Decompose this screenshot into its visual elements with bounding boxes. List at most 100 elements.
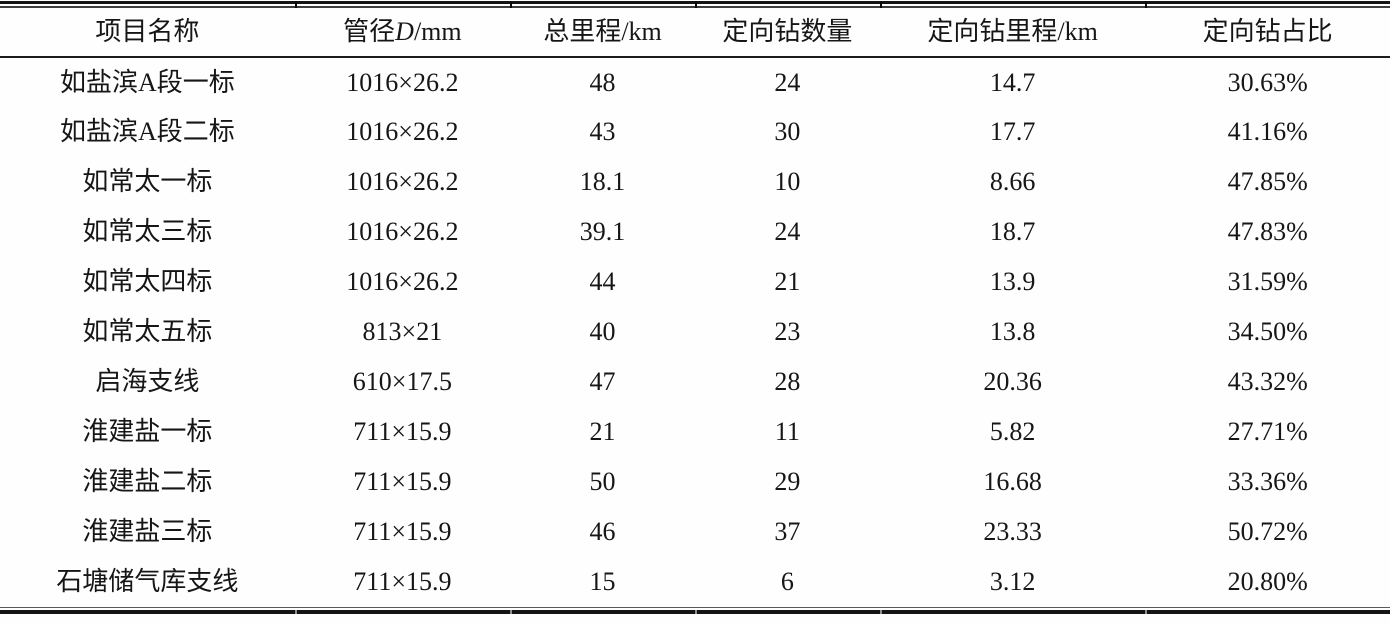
cell-hdd-count: 11 — [774, 417, 800, 446]
table-row: 如常太一标 1016×26.2 18.1 10 8.66 47.85% — [0, 157, 1390, 207]
cell-project-name: 如盐滨A段一标 — [59, 67, 235, 97]
cell-project-name: 如盐滨A段二标 — [59, 117, 235, 146]
col-header-project-name: 项目名称 — [0, 8, 295, 58]
column-boundary-tick — [510, 610, 513, 614]
cell-diameter: 711×15.9 — [353, 517, 452, 546]
cell-hdd-mileage: 17.7 — [989, 117, 1036, 146]
header-text: 管径 — [343, 17, 396, 46]
cell-hdd-count: 29 — [774, 467, 801, 496]
cell-hdd-mileage: 13.8 — [989, 317, 1036, 346]
table-row: 淮建盐二标 711×15.9 50 29 16.68 33.36% — [0, 457, 1390, 507]
table-bottom-rule — [0, 607, 1390, 614]
cell-diameter: 1016×26.2 — [346, 217, 459, 246]
cell-hdd-count: 30 — [774, 117, 801, 146]
cell-hdd-ratio: 33.36% — [1227, 467, 1308, 496]
cell-hdd-count: 24 — [774, 217, 801, 246]
cell-hdd-ratio: 34.50% — [1227, 317, 1308, 346]
column-boundary-tick — [1145, 610, 1148, 614]
header-text: 定向钻占比 — [1202, 17, 1333, 46]
cell-hdd-count: 23 — [774, 317, 801, 346]
table-row: 淮建盐一标 711×15.9 21 11 5.82 27.71% — [0, 407, 1390, 457]
cell-hdd-ratio: 41.16% — [1227, 117, 1308, 146]
cell-project-name: 如常太五标 — [82, 317, 213, 346]
cell-total-mileage: 43 — [589, 117, 616, 146]
cell-total-mileage: 44 — [589, 267, 616, 296]
table-row: 如常太五标 813×21 40 23 13.8 34.50% — [0, 307, 1390, 357]
table-row: 如盐滨A段一标 1016×26.2 48 24 14.7 30.63% — [0, 57, 1390, 107]
cell-project-name: 石塘储气库支线 — [56, 567, 239, 596]
cell-diameter: 711×15.9 — [353, 417, 452, 446]
cell-hdd-count: 24 — [774, 67, 801, 97]
cell-hdd-ratio: 47.83% — [1227, 217, 1308, 246]
cell-hdd-ratio: 50.72% — [1227, 517, 1308, 546]
header-text: 总里程/km — [543, 17, 662, 46]
header-unit-text: /mm — [413, 17, 462, 46]
col-header-hdd-ratio: 定向钻占比 — [1145, 8, 1390, 58]
table-row: 淮建盐三标 711×15.9 46 37 23.33 50.72% — [0, 507, 1390, 557]
cell-total-mileage: 18.1 — [579, 167, 626, 196]
table-row: 如盐滨A段二标 1016×26.2 43 30 17.7 41.16% — [0, 107, 1390, 157]
cell-hdd-mileage: 18.7 — [989, 217, 1036, 246]
cell-project-name: 如常太四标 — [82, 267, 213, 296]
cell-hdd-mileage: 8.66 — [989, 167, 1036, 196]
col-header-diameter: 管径D/mm — [294, 8, 511, 58]
column-boundary-tick — [695, 610, 697, 614]
col-header-hdd-mileage: 定向钻里程/km — [879, 8, 1146, 58]
header-italic-text: D — [395, 17, 414, 46]
table-header-row: 项目名称 管径D/mm 总里程/km 定向钻数量 定向钻里程/km 定向钻占比 — [0, 8, 1390, 58]
header-text: 定向钻数量 — [722, 17, 853, 46]
cell-total-mileage: 15 — [589, 567, 616, 596]
table-row: 如常太四标 1016×26.2 44 21 13.9 31.59% — [0, 257, 1390, 307]
cell-hdd-mileage: 5.82 — [989, 417, 1036, 446]
col-header-total-mileage: 总里程/km — [510, 8, 695, 58]
column-boundary-tick — [510, 1, 513, 8]
column-boundary-tick — [294, 1, 297, 8]
directional-drilling-table: 项目名称 管径D/mm 总里程/km 定向钻数量 定向钻里程/km 定向钻占比 … — [0, 8, 1390, 607]
cell-hdd-ratio: 27.71% — [1227, 417, 1308, 446]
cell-hdd-count: 10 — [774, 167, 801, 196]
cell-hdd-mileage: 16.68 — [983, 467, 1042, 496]
column-boundary-tick — [294, 610, 297, 614]
cell-total-mileage: 50 — [589, 467, 616, 496]
cell-hdd-ratio: 43.32% — [1227, 367, 1308, 396]
cell-total-mileage: 47 — [589, 367, 616, 396]
cell-hdd-count: 6 — [780, 567, 794, 596]
cell-diameter: 711×15.9 — [353, 467, 452, 496]
cell-hdd-count: 21 — [774, 267, 801, 296]
cell-total-mileage: 21 — [589, 417, 616, 446]
header-text: 项目名称 — [95, 17, 200, 46]
cell-diameter: 610×17.5 — [352, 367, 452, 396]
column-boundary-tick — [1145, 1, 1148, 8]
table-top-rule — [0, 1, 1390, 8]
cell-total-mileage: 40 — [589, 317, 616, 346]
cell-diameter: 711×15.9 — [353, 567, 452, 596]
cell-hdd-count: 28 — [774, 367, 801, 396]
cell-diameter: 813×21 — [362, 317, 443, 346]
cell-project-name: 如常太一标 — [82, 167, 213, 196]
table-row: 如常太三标 1016×26.2 39.1 24 18.7 47.83% — [0, 207, 1390, 257]
col-header-hdd-count: 定向钻数量 — [694, 8, 880, 58]
cell-hdd-mileage: 3.12 — [989, 567, 1036, 596]
cell-hdd-ratio: 47.85% — [1227, 167, 1308, 196]
cell-diameter: 1016×26.2 — [346, 167, 459, 196]
cell-project-name: 淮建盐三标 — [82, 517, 213, 546]
table-row: 石塘储气库支线 711×15.9 15 6 3.12 20.80% — [0, 557, 1390, 607]
cell-hdd-mileage: 23.33 — [983, 517, 1042, 546]
cell-hdd-mileage: 20.36 — [983, 367, 1042, 396]
header-text: 定向钻里程/km — [927, 17, 1098, 46]
cell-project-name: 淮建盐二标 — [82, 467, 213, 496]
column-boundary-tick — [695, 1, 697, 8]
cell-diameter: 1016×26.2 — [346, 267, 459, 296]
cell-total-mileage: 46 — [589, 517, 616, 546]
cell-total-mileage: 39.1 — [579, 217, 626, 246]
cell-hdd-ratio: 31.59% — [1227, 267, 1308, 296]
cell-hdd-mileage: 14.7 — [989, 67, 1036, 97]
cell-total-mileage: 48 — [589, 67, 616, 97]
cell-diameter: 1016×26.2 — [346, 67, 459, 97]
cell-project-name: 启海支线 — [95, 367, 200, 396]
cell-project-name: 如常太三标 — [82, 217, 213, 246]
cell-hdd-mileage: 13.9 — [989, 267, 1036, 296]
table-row: 启海支线 610×17.5 47 28 20.36 43.32% — [0, 357, 1390, 407]
cell-hdd-count: 37 — [774, 517, 801, 546]
